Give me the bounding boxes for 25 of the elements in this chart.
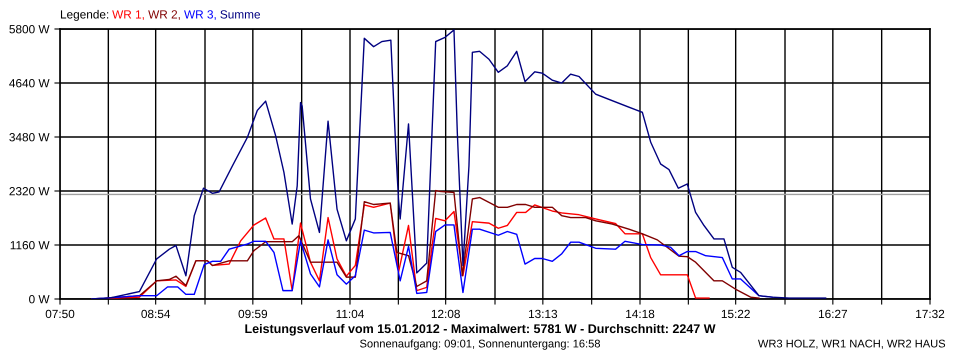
legend-title: Legende: [60, 10, 108, 21]
x-tick-label: 08:54 [141, 310, 170, 318]
y-tick-label: 0 W [29, 295, 50, 304]
x-tick-label: 12:08 [432, 310, 460, 318]
x-tick-label: 16:27 [818, 310, 848, 318]
x-tick-label: 15:22 [722, 310, 750, 318]
x-tick-label: 07:50 [46, 310, 74, 318]
text: WR 3, [184, 10, 216, 20]
y-tick-label: 3480 W [9, 133, 50, 142]
line-series [91, 29, 826, 299]
y-tick-label: 5800 W [9, 25, 50, 34]
y-tick-label: 1160 W [10, 241, 50, 250]
x-tick-label: 09:59 [238, 310, 268, 318]
text: WR 1, [112, 10, 144, 20]
x-tick-label: 14:18 [626, 310, 654, 318]
text: Sonnenaufgang: 09:01, Sonnenuntergang: 16:58 [360, 339, 600, 350]
x-tick-label: 17:32 [916, 310, 944, 318]
text: Leistungsverlauf vom 15.01.2012 - Maximalwert: 5781 W - Durchschnitt: 2247 W [245, 324, 716, 336]
text: WR 2, [148, 10, 180, 20]
x-tick-label: 11:04 [336, 310, 364, 318]
y-tick-label: 2320 W [9, 187, 50, 196]
text: WR3 HOLZ, WR1 NACH, WR2 HAUS [758, 340, 946, 349]
x-tick-label: 13:13 [528, 310, 558, 318]
y-tick-label: 4640 W [9, 79, 50, 88]
text: Summe [220, 10, 260, 19]
